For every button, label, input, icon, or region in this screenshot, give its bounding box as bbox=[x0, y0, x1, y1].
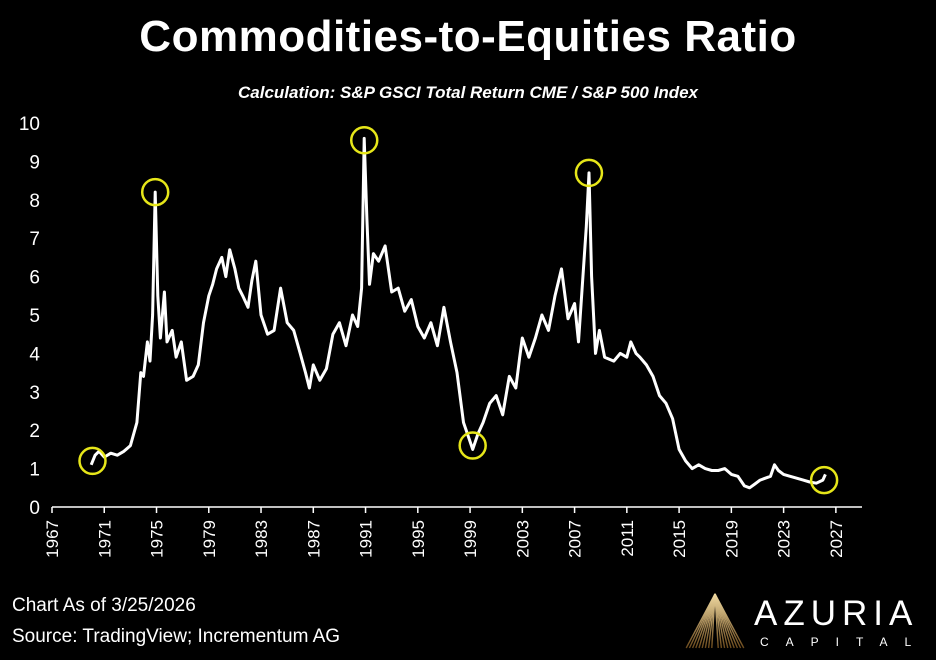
y-tick-label: 0 bbox=[29, 498, 40, 519]
x-tick-label: 1991 bbox=[357, 520, 376, 558]
x-tick-label: 2015 bbox=[670, 520, 689, 558]
x-tick-label: 1999 bbox=[461, 520, 480, 558]
highlight-circle bbox=[140, 177, 170, 207]
y-tick-label: 5 bbox=[29, 306, 40, 327]
series-layer bbox=[89, 136, 827, 490]
highlight-circle bbox=[809, 465, 839, 495]
x-tick-label: 1987 bbox=[304, 520, 323, 558]
logo-name: AZURIA bbox=[754, 594, 919, 633]
x-tick-label: 1975 bbox=[148, 520, 167, 558]
x-tick-label: 2027 bbox=[827, 520, 846, 558]
highlight-circle bbox=[574, 158, 604, 188]
logo-mark-icon bbox=[685, 593, 745, 649]
x-tick-label: 1967 bbox=[43, 520, 62, 558]
ratio-series-line bbox=[89, 136, 827, 490]
y-tick-label: 10 bbox=[19, 114, 40, 135]
y-tick-label: 1 bbox=[29, 460, 40, 481]
x-tick-label: 2011 bbox=[618, 520, 637, 557]
y-tick-label: 4 bbox=[29, 344, 40, 365]
x-tick-label: 2007 bbox=[566, 520, 585, 558]
y-tick-label: 2 bbox=[29, 421, 40, 442]
highlight-circle bbox=[458, 431, 487, 460]
chart-title: Commodities-to-Equities Ratio bbox=[139, 12, 797, 61]
y-tick-label: 9 bbox=[29, 152, 40, 173]
chart-source-note: Source: TradingView; Incrementum AG bbox=[12, 626, 341, 647]
highlight-circle bbox=[349, 126, 379, 155]
logo-ray bbox=[714, 593, 745, 649]
azuria-capital-logo: AZURIA CAPITAL bbox=[680, 588, 930, 658]
x-tick-label: 1971 bbox=[95, 520, 114, 558]
highlight-circle bbox=[78, 446, 107, 476]
y-axis-ticks: 0 1 2 3 4 5 6 7 8 9 10 bbox=[19, 114, 41, 519]
line-chart: 0 1 2 3 4 5 6 7 8 9 10 1967 1971 1975 1979 1983 1987 199… bbox=[19, 114, 862, 558]
x-tick-label: 1979 bbox=[200, 520, 219, 558]
x-axis: 1967 1971 1975 1979 1983 1987 1991 1995 1999 2003… bbox=[43, 506, 862, 558]
x-tick-label: 2023 bbox=[775, 520, 794, 558]
logo-subtitle: CAPITAL bbox=[760, 635, 929, 649]
y-tick-label: 6 bbox=[29, 268, 40, 289]
chart-date-note: Chart As of 3/25/2026 bbox=[12, 595, 196, 616]
y-tick-label: 7 bbox=[29, 229, 40, 250]
x-tick-label: 2019 bbox=[722, 520, 741, 558]
y-tick-label: 8 bbox=[29, 191, 40, 212]
x-tick-label: 1995 bbox=[409, 520, 428, 558]
x-tick-label: 2003 bbox=[513, 520, 532, 558]
chart-subtitle: Calculation: S&P GSCI Total Return CME /… bbox=[237, 83, 699, 102]
annotation-layer bbox=[78, 126, 839, 495]
x-tick-label: 1983 bbox=[252, 520, 271, 558]
y-tick-label: 3 bbox=[29, 383, 40, 404]
